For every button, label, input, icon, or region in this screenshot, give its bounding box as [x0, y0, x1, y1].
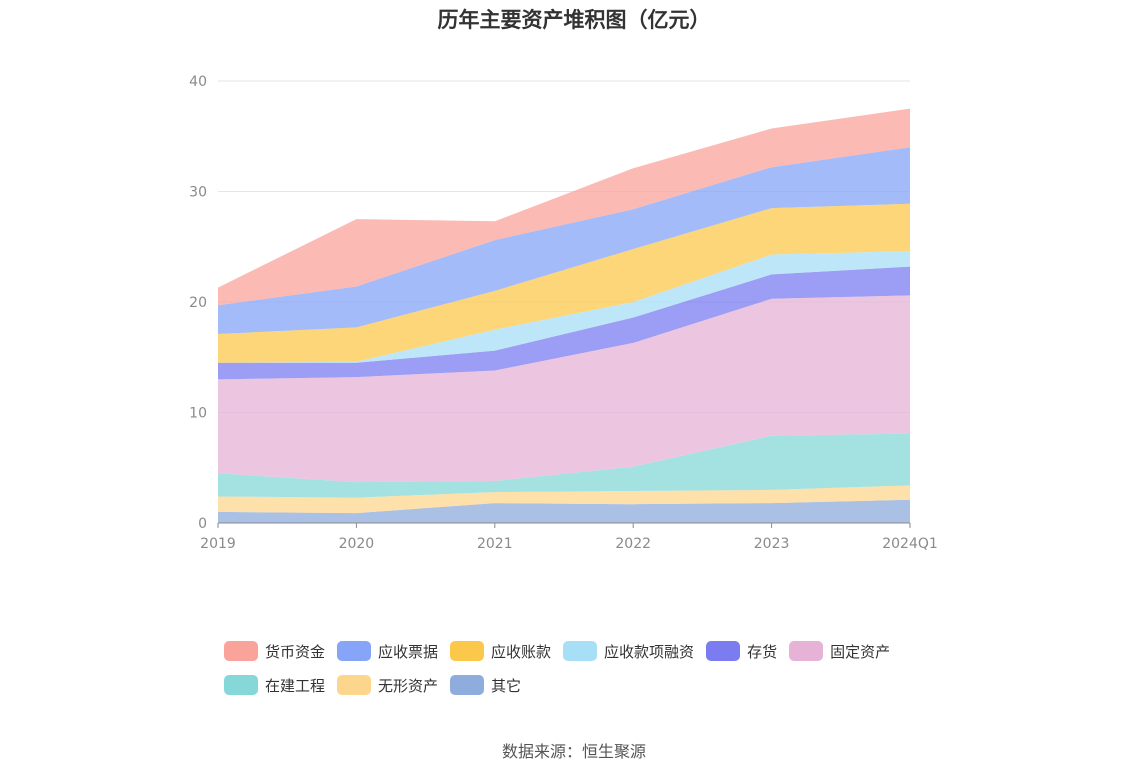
area-series-0: [218, 499, 910, 523]
legend-label: 应收票据: [378, 642, 439, 661]
area-series-3: [218, 295, 910, 483]
y-tick-label: 40: [189, 74, 207, 90]
data-source-note: 数据来源：恒生聚源: [501, 742, 646, 761]
legend-item[interactable]: 存货: [706, 640, 777, 662]
legend-label: 在建工程: [265, 676, 326, 695]
legend-item[interactable]: 无形资产: [337, 674, 438, 696]
legend-item[interactable]: 固定资产: [789, 640, 890, 662]
legend-swatch: [450, 675, 485, 695]
x-tick-label: 2021: [477, 536, 513, 552]
area-series-1: [218, 485, 910, 514]
x-axis-labels: 2019 2020 2021 2022 2023 2024Q1: [200, 536, 938, 552]
x-tick-label: 2022: [615, 536, 651, 552]
area-series-5: [218, 251, 910, 363]
area-series-8: [218, 108, 910, 306]
area-series-2: [218, 433, 910, 498]
legend-label: 应收账款: [491, 642, 552, 661]
x-tick-label: 2023: [754, 536, 790, 552]
legend-label: 无形资产: [378, 676, 439, 695]
legend-label: 应收款项融资: [604, 642, 695, 661]
legend-swatch: [224, 675, 258, 695]
area-series-4: [218, 266, 910, 380]
y-tick-label: 30: [189, 185, 207, 201]
legend-swatch: [706, 641, 741, 661]
legend-swatch: [450, 641, 485, 661]
stacked-area-chart: 0 10 20 30 40 2019 2020 2021 2022 2023 2024Q1: [189, 74, 938, 552]
area-series-7: [218, 147, 910, 334]
x-tick-label: 2020: [339, 536, 375, 552]
legend-item[interactable]: 其它: [450, 674, 521, 696]
legend-label: 货币资金: [265, 642, 326, 661]
legend: 货币资金 应收票据 应收账款 应收款项融资 存货 固定资产在建工程 无形资产 其它: [224, 640, 984, 708]
area-series-6: [218, 203, 910, 363]
legend-swatch: [563, 641, 598, 661]
legend-label: 其它: [491, 676, 522, 695]
area-series-group: [218, 108, 910, 523]
legend-label: 存货: [747, 642, 778, 661]
legend-swatch: [337, 641, 372, 661]
legend-swatch: [224, 641, 258, 661]
y-tick-label: 0: [198, 516, 207, 532]
x-tick-label: 2019: [200, 536, 236, 552]
legend-item[interactable]: 应收款项融资: [563, 640, 694, 662]
legend-label: 固定资产: [830, 642, 891, 661]
legend-swatch: [337, 675, 372, 695]
legend-swatch: [789, 641, 824, 661]
legend-item[interactable]: 应收票据: [337, 640, 438, 662]
legend-item[interactable]: 在建工程: [224, 674, 325, 696]
x-axis: [217, 522, 911, 528]
y-axis-labels: 0 10 20 30 40: [189, 74, 207, 532]
x-tick-label: 2024Q1: [882, 536, 938, 552]
y-tick-label: 10: [189, 406, 207, 422]
chart-title: 历年主要资产堆积图（亿元）: [437, 8, 711, 32]
y-tick-label: 20: [189, 295, 207, 311]
legend-item[interactable]: 货币资金: [224, 640, 325, 662]
legend-item[interactable]: 应收账款: [450, 640, 551, 662]
